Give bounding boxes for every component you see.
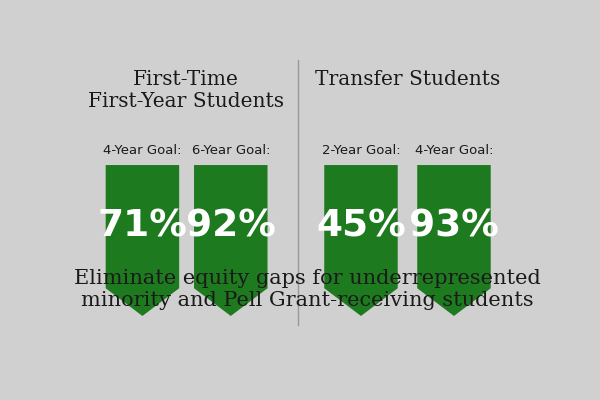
Text: 6-Year Goal:: 6-Year Goal:: [191, 144, 270, 157]
Text: Eliminate equity gaps for underrepresented
minority and Pell Grant-receiving stu: Eliminate equity gaps for underrepresent…: [74, 269, 541, 310]
Polygon shape: [417, 165, 491, 316]
Text: Transfer Students: Transfer Students: [315, 70, 500, 88]
Polygon shape: [324, 165, 398, 316]
Text: 93%: 93%: [409, 209, 499, 245]
Text: 4-Year Goal:: 4-Year Goal:: [415, 144, 493, 157]
Polygon shape: [106, 165, 179, 316]
Text: 4-Year Goal:: 4-Year Goal:: [103, 144, 182, 157]
Text: 2-Year Goal:: 2-Year Goal:: [322, 144, 400, 157]
Text: 45%: 45%: [316, 209, 406, 245]
Polygon shape: [194, 165, 268, 316]
Text: First-Time
First-Year Students: First-Time First-Year Students: [88, 70, 284, 110]
Text: 71%: 71%: [97, 209, 187, 245]
Text: 92%: 92%: [186, 209, 276, 245]
